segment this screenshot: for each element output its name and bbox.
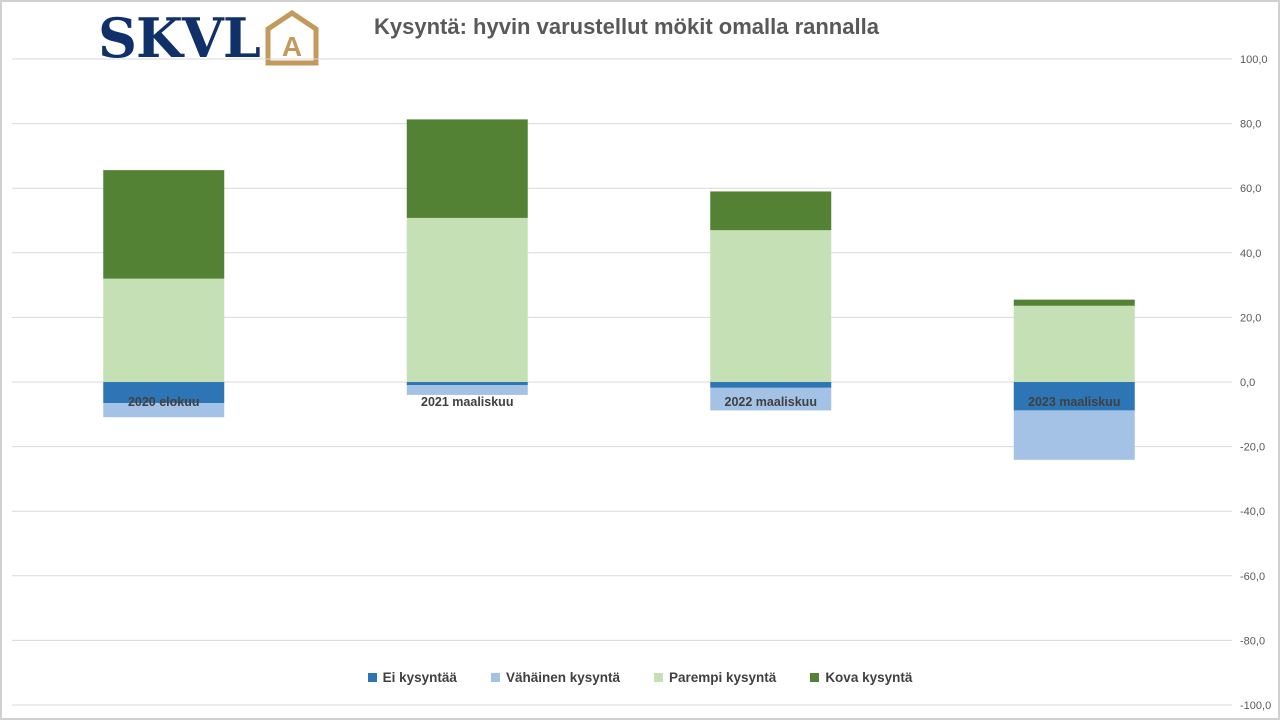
category-label: 2020 elokuu <box>128 395 200 409</box>
bar-segment <box>406 385 528 395</box>
legend-label: Parempi kysyntä <box>669 670 777 685</box>
y-tick-label: -60,0 <box>1240 571 1265 583</box>
y-axis-ticks: 100,0 80,0 60,0 40,0 20,0 0,0 -20,0 -40,0 -60,0 -… <box>1240 54 1271 712</box>
logo-text: SKVL <box>98 6 261 70</box>
legend-item: Kova kysyntä <box>810 670 912 685</box>
bar-segment <box>710 382 832 388</box>
bar-segment <box>103 170 225 279</box>
y-tick-label: 0,0 <box>1240 377 1255 389</box>
bar-segment <box>1013 299 1135 306</box>
legend-item: Ei kysyntää <box>367 670 457 685</box>
y-tick-label: 80,0 <box>1240 119 1261 131</box>
y-tick-label: -20,0 <box>1240 442 1265 454</box>
bar-segment <box>406 119 528 218</box>
y-tick-label: -100,0 <box>1240 700 1271 712</box>
bar-segment <box>406 382 528 386</box>
bar-segment <box>103 278 225 382</box>
bar-segment <box>1013 410 1135 460</box>
skvl-logo: SKVL A <box>98 8 320 68</box>
bar-segment <box>710 387 832 411</box>
y-tick-label: 100,0 <box>1240 54 1268 66</box>
bar-segment <box>1013 305 1135 382</box>
legend: Ei kysyntää Vähäinen kysyntä Parempi kysyn… <box>0 670 1280 685</box>
logo-house-icon: A <box>265 9 319 66</box>
legend-swatch <box>490 673 500 682</box>
bar-segment <box>406 217 528 382</box>
y-tick-label: -80,0 <box>1240 635 1265 647</box>
category-label: 2021 maaliskuu <box>421 395 513 409</box>
y-tick-label: 60,0 <box>1240 183 1261 195</box>
legend-label: Vähäinen kysyntä <box>505 670 620 685</box>
category-labels: 2020 elokuu 2021 maaliskuu 2022 maaliskuu 2… <box>128 395 1121 409</box>
y-tick-label: 40,0 <box>1240 248 1261 260</box>
bar-segment <box>1013 382 1135 411</box>
legend-item: Vähäinen kysyntä <box>490 670 620 685</box>
category-label: 2022 maaliskuu <box>725 395 817 409</box>
legend-swatch <box>654 673 663 682</box>
bar-segment <box>103 382 225 403</box>
legend-label: Kova kysyntä <box>825 670 913 685</box>
category-label: 2023 maaliskuu <box>1028 395 1120 409</box>
y-tick-label: 20,0 <box>1240 312 1261 324</box>
bar-segment <box>710 230 832 382</box>
bar-segment <box>710 191 832 231</box>
logo-house-outline <box>265 9 319 66</box>
y-tick-label: -40,0 <box>1240 506 1265 518</box>
bar-segment <box>103 402 225 418</box>
chart-title: Kysyntä: hyvin varustellut mökit omalla … <box>374 14 879 39</box>
legend-label: Ei kysyntää <box>382 670 457 685</box>
logo-letter: A <box>282 31 302 62</box>
legend-swatch <box>810 673 820 682</box>
bars <box>103 119 1135 460</box>
legend-item: Parempi kysyntä <box>654 670 776 685</box>
legend-swatch <box>367 673 377 682</box>
